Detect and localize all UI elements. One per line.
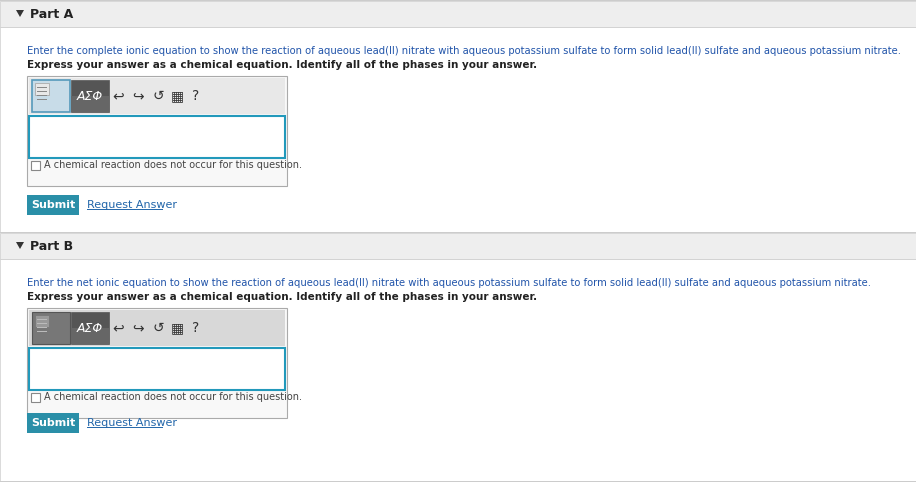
Bar [0, 1, 916, 27]
Bar [0, 27, 916, 232]
Bar [37, 95, 47, 96]
Bar [37, 91, 47, 92]
Bar [32, 80, 70, 112]
Text: ↩: ↩ [112, 89, 124, 103]
Bar [27, 76, 287, 186]
Bar [37, 331, 47, 332]
Bar [32, 312, 70, 344]
Polygon shape [16, 10, 24, 17]
Bar [31, 161, 40, 170]
Text: Enter the complete ionic equation to show the reaction of aqueous lead(II) nitra: Enter the complete ionic equation to sho… [27, 46, 901, 56]
Text: A chemical reaction does not occur for this question.: A chemical reaction does not occur for t… [44, 161, 302, 171]
Bar [0, 233, 916, 259]
Bar [71, 96, 109, 112]
Bar [0, 0, 916, 1]
Text: ▦: ▦ [170, 321, 183, 335]
Bar [37, 319, 47, 320]
Text: Express your answer as a chemical equation. Identify all of the phases in your a: Express your answer as a chemical equati… [27, 292, 537, 302]
Text: Enter the net ionic equation to show the reaction of aqueous lead(II) nitrate wi: Enter the net ionic equation to show the… [27, 278, 871, 288]
Text: Submit: Submit [31, 200, 75, 210]
Bar [37, 327, 47, 328]
Bar [35, 315, 49, 327]
Text: ?: ? [192, 321, 200, 335]
Text: ↺: ↺ [152, 89, 164, 103]
Bar [71, 312, 109, 344]
Text: ?: ? [192, 89, 200, 103]
Text: Submit: Submit [31, 418, 75, 428]
Text: A chemical reaction does not occur for this question.: A chemical reaction does not occur for t… [44, 392, 302, 402]
Bar [27, 308, 287, 418]
Text: Request Answer: Request Answer [87, 200, 177, 210]
Text: Request Answer: Request Answer [87, 418, 177, 428]
Bar [35, 83, 49, 95]
Polygon shape [16, 242, 24, 249]
Text: ↩: ↩ [112, 321, 124, 335]
Text: ▦: ▦ [170, 89, 183, 103]
Bar [29, 78, 285, 114]
Bar [71, 80, 109, 112]
Text: ↪: ↪ [132, 321, 144, 335]
Text: Part B: Part B [30, 240, 73, 253]
Bar [29, 310, 285, 346]
Bar [0, 481, 916, 482]
Text: Part A: Part A [30, 8, 73, 21]
Bar [71, 328, 109, 344]
Bar [27, 195, 79, 215]
Bar [37, 99, 47, 100]
Text: ΑΣΦ: ΑΣΦ [77, 90, 104, 103]
Bar [37, 87, 47, 88]
Bar [0, 259, 916, 482]
Bar [37, 323, 47, 324]
Text: ΑΣΦ: ΑΣΦ [77, 321, 104, 335]
Text: Express your answer as a chemical equation. Identify all of the phases in your a: Express your answer as a chemical equati… [27, 60, 537, 70]
Bar [29, 348, 285, 390]
Text: ↪: ↪ [132, 89, 144, 103]
Text: ↺: ↺ [152, 321, 164, 335]
Bar [31, 393, 40, 402]
Bar [0, 232, 916, 233]
Bar [29, 116, 285, 158]
Bar [27, 413, 79, 433]
